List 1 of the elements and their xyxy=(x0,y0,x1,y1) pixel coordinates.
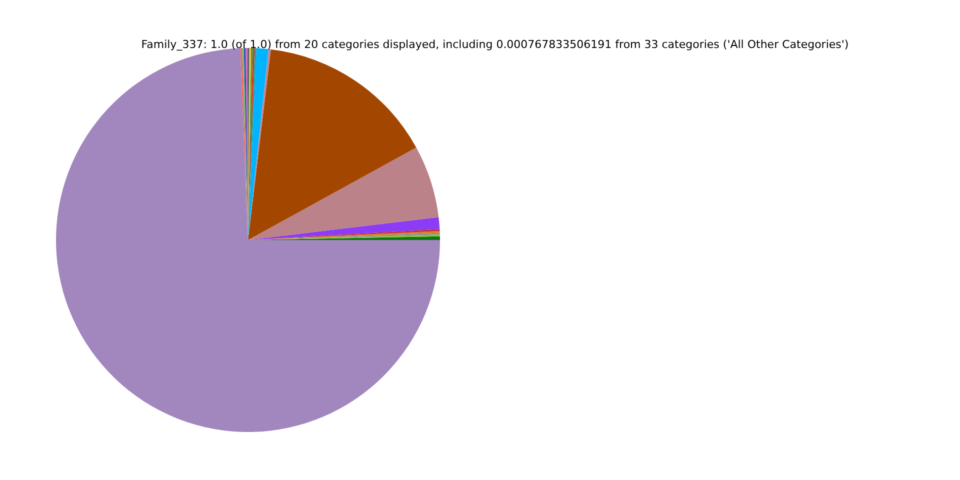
text: Family_337: 1.0 (of 1.0) from 20 categories displayed, including 0.000767833506191 from 33 categories ('All Other Categories') xyxy=(141,38,849,51)
